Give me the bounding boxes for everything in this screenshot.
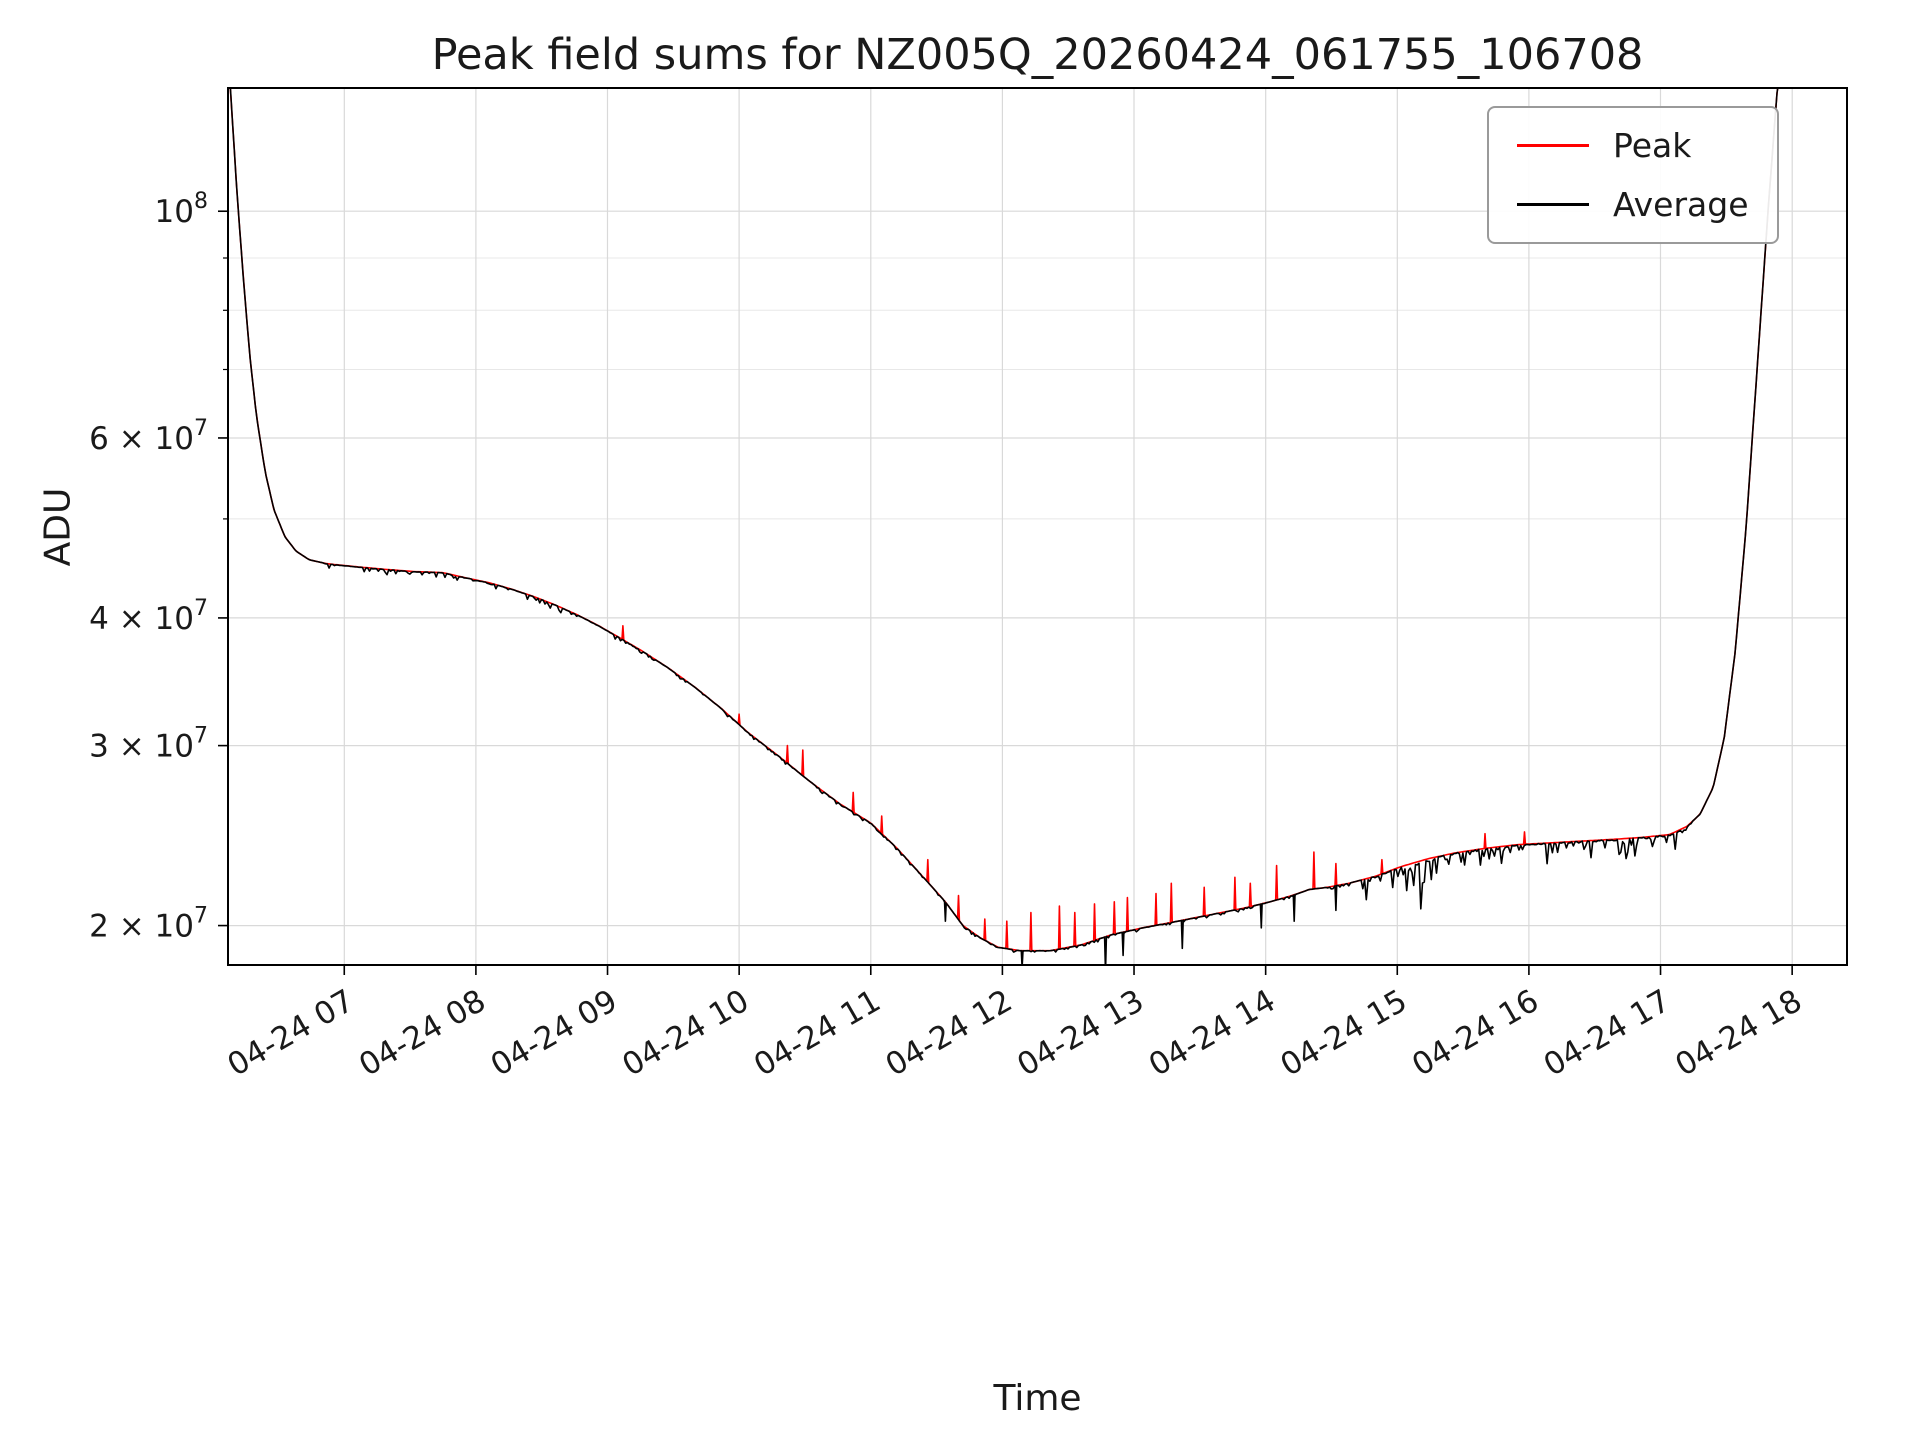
- legend-line-swatch: [1517, 144, 1589, 147]
- x-tick-label: 04-24 08: [353, 983, 492, 1084]
- average-line: [229, 88, 1779, 965]
- x-tick-label: 04-24 18: [1669, 983, 1808, 1084]
- x-tick-label: 04-24 14: [1143, 983, 1282, 1084]
- legend: Peak Average: [1487, 106, 1779, 244]
- legend-label: Peak: [1613, 126, 1692, 165]
- y-tick-label: 2 × 107: [89, 904, 208, 945]
- y-tick-label: 3 × 107: [89, 724, 208, 765]
- legend-item-peak: Peak: [1517, 126, 1749, 165]
- y-tick-label: 6 × 107: [89, 416, 208, 457]
- x-axis-label: Time: [993, 1378, 1082, 1419]
- x-tick-label: 04-24 13: [1011, 983, 1150, 1084]
- x-tick-label: 04-24 07: [222, 983, 361, 1084]
- legend-line-swatch: [1517, 203, 1589, 206]
- x-tick-label: 04-24 17: [1538, 983, 1677, 1084]
- plot-frame: [227, 87, 1848, 966]
- chart-title: Peak field sums for NZ005Q_20260424_0617…: [431, 30, 1644, 80]
- x-tick-label: 04-24 11: [748, 983, 887, 1084]
- x-tick-label: 04-24 10: [616, 983, 755, 1084]
- x-tick-label: 04-24 16: [1406, 983, 1545, 1084]
- legend-item-average: Average: [1517, 185, 1749, 224]
- gridlines: [228, 88, 1847, 965]
- y-tick-label: 108: [155, 189, 208, 230]
- y-tick-label: 4 × 107: [89, 596, 208, 637]
- x-tick-label: 04-24 15: [1275, 983, 1414, 1084]
- x-tick-label: 04-24 12: [880, 983, 1019, 1084]
- y-axis-label: ADU: [37, 487, 79, 567]
- x-tick-label: 04-24 09: [485, 983, 624, 1084]
- series-lines: [229, 88, 1779, 965]
- legend-label: Average: [1613, 185, 1749, 224]
